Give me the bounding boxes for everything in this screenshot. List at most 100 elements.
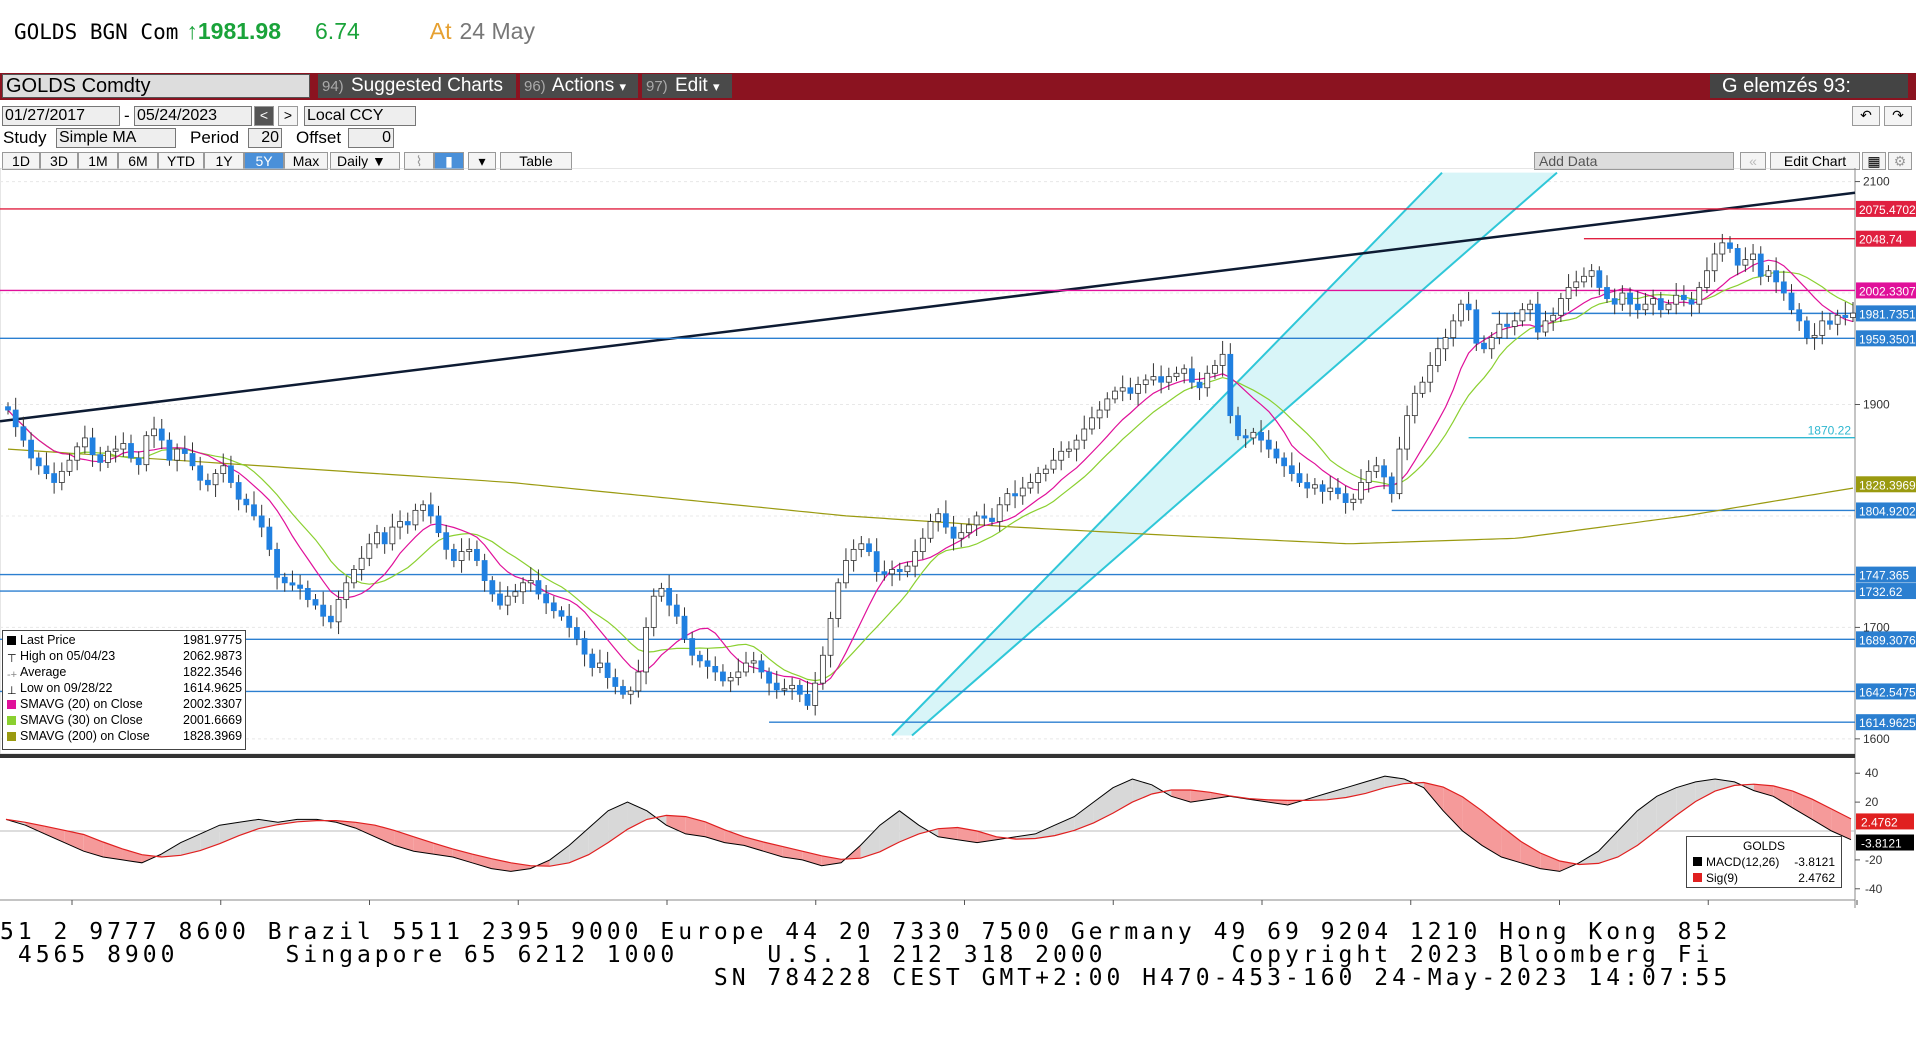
candle-body bbox=[827, 618, 834, 656]
candle-body bbox=[1396, 448, 1403, 495]
candle-body bbox=[412, 509, 419, 526]
candle-body bbox=[1688, 299, 1695, 305]
candle-body bbox=[743, 662, 749, 673]
candle-body bbox=[1365, 470, 1372, 483]
actions-menu[interactable]: 96) Actions ▾ bbox=[520, 74, 638, 98]
gear-icon[interactable]: ⚙ bbox=[1888, 152, 1912, 170]
price-tick-label: 1600 bbox=[1863, 732, 1890, 746]
range-6m-button[interactable]: 6M bbox=[118, 152, 158, 170]
add-data-field[interactable]: Add Data bbox=[1534, 152, 1734, 170]
study-select[interactable]: Simple MA bbox=[56, 128, 176, 148]
candle-body bbox=[474, 548, 480, 561]
candle-body bbox=[1488, 337, 1495, 350]
macd-histogram-band bbox=[1035, 825, 1055, 839]
candle-body bbox=[550, 602, 557, 612]
frequency-select[interactable]: Daily ▼ bbox=[330, 152, 400, 170]
chart-settings-icon[interactable]: ▦ bbox=[1862, 152, 1886, 170]
candle-body bbox=[504, 595, 511, 606]
next-period-button[interactable]: > bbox=[278, 106, 298, 126]
candle-body bbox=[1665, 303, 1672, 311]
candle-body bbox=[1112, 390, 1118, 400]
candle-body bbox=[512, 591, 519, 597]
security-field[interactable]: GOLDS Comdty bbox=[2, 74, 310, 98]
macd-tick-label: -40 bbox=[1865, 882, 1883, 896]
candle-body bbox=[1288, 465, 1295, 474]
up-arrow-icon: ↑ bbox=[186, 18, 198, 44]
level-label: 1981.7351 bbox=[1859, 307, 1916, 321]
offset-label: Offset bbox=[296, 128, 342, 147]
macd-histogram-band bbox=[200, 825, 220, 851]
candle-body bbox=[105, 450, 111, 463]
end-date-field[interactable]: 05/24/2023 bbox=[134, 106, 252, 126]
table-button[interactable]: Table bbox=[500, 152, 572, 170]
currency-select[interactable]: Local CCY bbox=[304, 106, 416, 126]
offset-field[interactable]: 0 bbox=[348, 128, 394, 148]
range-ytd-button[interactable]: YTD bbox=[158, 152, 204, 170]
level-label-box bbox=[1856, 683, 1916, 700]
range-5y-button[interactable]: 5Y bbox=[244, 152, 284, 170]
candle-body bbox=[919, 537, 926, 553]
prev-period-button[interactable]: < bbox=[254, 106, 274, 126]
candle-body bbox=[1188, 368, 1195, 383]
legend-item: Sig(9) bbox=[1693, 871, 1738, 885]
candle-body bbox=[5, 406, 11, 411]
macd-histogram-band bbox=[103, 841, 123, 860]
candle-body bbox=[1727, 242, 1733, 249]
candle-body bbox=[1458, 303, 1464, 322]
range-1d-button[interactable]: 1D bbox=[2, 152, 40, 170]
range-3d-button[interactable]: 3D bbox=[40, 152, 78, 170]
range-1y-button[interactable]: 1Y bbox=[204, 152, 244, 170]
macd-histogram-band bbox=[1326, 787, 1347, 800]
candle-body bbox=[689, 638, 696, 656]
candle-body bbox=[1719, 242, 1726, 255]
macd-histogram-band bbox=[1074, 802, 1094, 831]
edit-chart-button[interactable]: Edit Chart bbox=[1770, 152, 1860, 170]
macd-histogram-band bbox=[1695, 779, 1716, 802]
candle-body bbox=[966, 524, 972, 534]
level-label-box bbox=[1856, 282, 1916, 299]
range-max-button[interactable]: Max bbox=[284, 152, 328, 170]
candle-body bbox=[1427, 365, 1434, 383]
candle-body bbox=[727, 677, 734, 682]
candle-body bbox=[1473, 309, 1480, 344]
candle-body bbox=[1373, 465, 1380, 472]
candle-body bbox=[251, 504, 257, 517]
macd-histogram-band bbox=[1540, 852, 1560, 872]
macd-histogram-band bbox=[1676, 781, 1696, 816]
start-date-field[interactable]: 01/27/2017 bbox=[2, 106, 120, 126]
macd-label-box bbox=[1856, 834, 1914, 851]
candle-body bbox=[158, 428, 165, 441]
candle-body bbox=[281, 576, 288, 584]
candle-body bbox=[1773, 270, 1780, 283]
period-field[interactable]: 20 bbox=[248, 128, 282, 148]
actions-label: Actions bbox=[551, 75, 615, 96]
chart-title-tab[interactable]: G elemzés 93: golds bbox=[1710, 74, 1908, 121]
time-axis: MayJunJulAugSepOctNovDecJanFebMarAprMay2… bbox=[0, 899, 1858, 905]
range-1m-button[interactable]: 1M bbox=[78, 152, 118, 170]
candle-body bbox=[942, 513, 949, 528]
undo-icon[interactable]: ↶ bbox=[1852, 106, 1880, 126]
collapse-left-icon[interactable]: « bbox=[1740, 152, 1766, 170]
candle-body bbox=[1142, 379, 1149, 385]
candle-body bbox=[1696, 287, 1703, 305]
candle-body bbox=[812, 682, 819, 706]
candle-body bbox=[1581, 275, 1587, 283]
candle-body bbox=[204, 479, 211, 486]
suggested-charts-button[interactable]: 94) Suggested Charts bbox=[318, 74, 516, 98]
candle-body bbox=[1265, 439, 1272, 450]
candle-body bbox=[89, 437, 96, 456]
edit-menu[interactable]: 97) Edit ▾ bbox=[642, 74, 732, 98]
candle-body bbox=[304, 587, 311, 600]
candle-body bbox=[197, 465, 204, 481]
candle-body bbox=[704, 660, 711, 667]
candle-body bbox=[1796, 309, 1803, 322]
candle-body bbox=[1650, 298, 1657, 305]
line-chart-icon[interactable]: ⌇ bbox=[404, 152, 434, 170]
chart-type-caret-icon[interactable]: ▾ bbox=[468, 152, 496, 170]
macd-histogram-band bbox=[1753, 784, 1774, 797]
candle-chart-icon[interactable]: ▮ bbox=[434, 152, 464, 170]
candle-body bbox=[397, 521, 403, 528]
macd-histogram-band bbox=[1171, 789, 1191, 803]
candle-body bbox=[958, 532, 965, 539]
redo-icon[interactable]: ↷ bbox=[1884, 106, 1912, 126]
